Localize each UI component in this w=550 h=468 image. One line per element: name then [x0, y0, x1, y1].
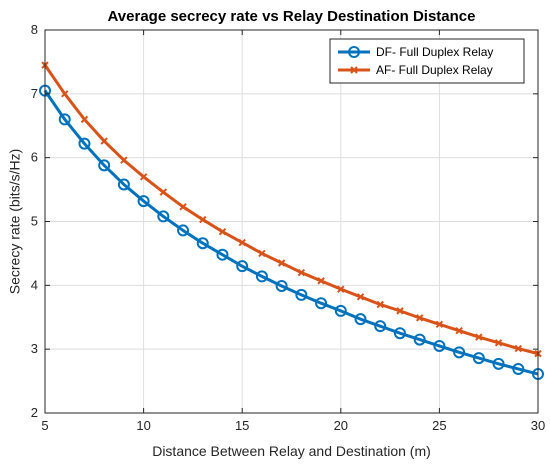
x-tick-label: 30	[531, 418, 545, 433]
data-point	[98, 159, 111, 172]
legend-marker	[348, 46, 360, 58]
series-layer	[39, 61, 544, 381]
legend-entry: AF- Full Duplex Relay	[338, 63, 493, 77]
x-tick-label: 15	[235, 418, 249, 433]
x-tick-label: 25	[432, 418, 446, 433]
data-point	[179, 203, 187, 211]
data-point	[218, 228, 227, 236]
data-point	[354, 313, 367, 326]
y-axis-label: Secrecy rate (bits/s/Hz)	[7, 149, 23, 294]
data-point	[258, 249, 266, 258]
data-point	[117, 178, 130, 191]
data-point	[80, 115, 89, 124]
x-tick-label: 5	[41, 418, 48, 433]
data-point	[275, 279, 288, 292]
data-point	[334, 304, 347, 317]
data-point	[413, 333, 426, 346]
data-point	[337, 285, 345, 293]
data-point	[512, 362, 525, 375]
data-point	[139, 173, 148, 181]
data-point	[61, 90, 69, 98]
y-tick-label: 2	[31, 405, 38, 420]
data-point	[315, 297, 328, 310]
data-point	[297, 268, 306, 277]
y-tick-label: 6	[31, 150, 38, 165]
data-point	[433, 339, 446, 352]
series-df	[39, 84, 544, 381]
data-point	[159, 188, 168, 196]
data-point	[255, 270, 268, 283]
data-point	[435, 320, 444, 328]
y-tick-label: 5	[31, 214, 38, 229]
series-line	[43, 64, 539, 356]
data-point	[475, 333, 483, 341]
data-point	[277, 259, 286, 267]
x-tick-label: 10	[136, 418, 150, 433]
data-point	[58, 113, 71, 126]
data-point	[236, 260, 249, 273]
data-point	[514, 344, 522, 353]
data-point	[120, 156, 128, 164]
data-point	[78, 137, 91, 150]
y-tick-label: 4	[31, 277, 38, 292]
data-point	[238, 238, 246, 247]
data-point	[216, 248, 229, 261]
legend-box	[329, 38, 525, 84]
ticks: 5 10 15 20 25 30 2 3 4 5 6 7 8	[31, 22, 545, 433]
legend: DF- Full Duplex Relay AF- Full Duplex Rel…	[329, 38, 525, 84]
y-tick-label: 7	[31, 86, 38, 101]
data-point	[472, 352, 485, 365]
data-point	[356, 293, 365, 301]
data-point	[376, 300, 384, 309]
y-tick-label: 8	[31, 22, 38, 37]
legend-marker	[350, 66, 358, 74]
data-point	[455, 326, 463, 335]
data-point	[492, 357, 505, 370]
data-point	[196, 237, 209, 250]
series-af	[41, 61, 542, 358]
x-axis-label: Distance Between Relay and Destination (…	[152, 443, 431, 459]
data-point	[393, 327, 406, 340]
data-point	[317, 277, 325, 285]
data-point	[137, 195, 150, 208]
data-point	[100, 137, 108, 145]
data-point	[177, 224, 190, 237]
data-point	[199, 215, 207, 224]
chart-title: Average secrecy rate vs Relay Destinatio…	[108, 8, 476, 25]
y-tick-label: 3	[31, 341, 38, 356]
legend-label: DF- Full Duplex Relay	[376, 45, 493, 59]
data-point	[453, 346, 466, 359]
data-point	[396, 307, 404, 315]
legend-label: AF- Full Duplex Relay	[376, 63, 493, 77]
data-point	[415, 314, 424, 322]
x-tick-label: 20	[334, 418, 348, 433]
data-point	[494, 339, 503, 347]
data-point	[374, 320, 387, 333]
data-point	[157, 210, 170, 223]
legend-entry: DF- Full Duplex Relay	[338, 45, 493, 59]
data-point	[295, 288, 308, 301]
